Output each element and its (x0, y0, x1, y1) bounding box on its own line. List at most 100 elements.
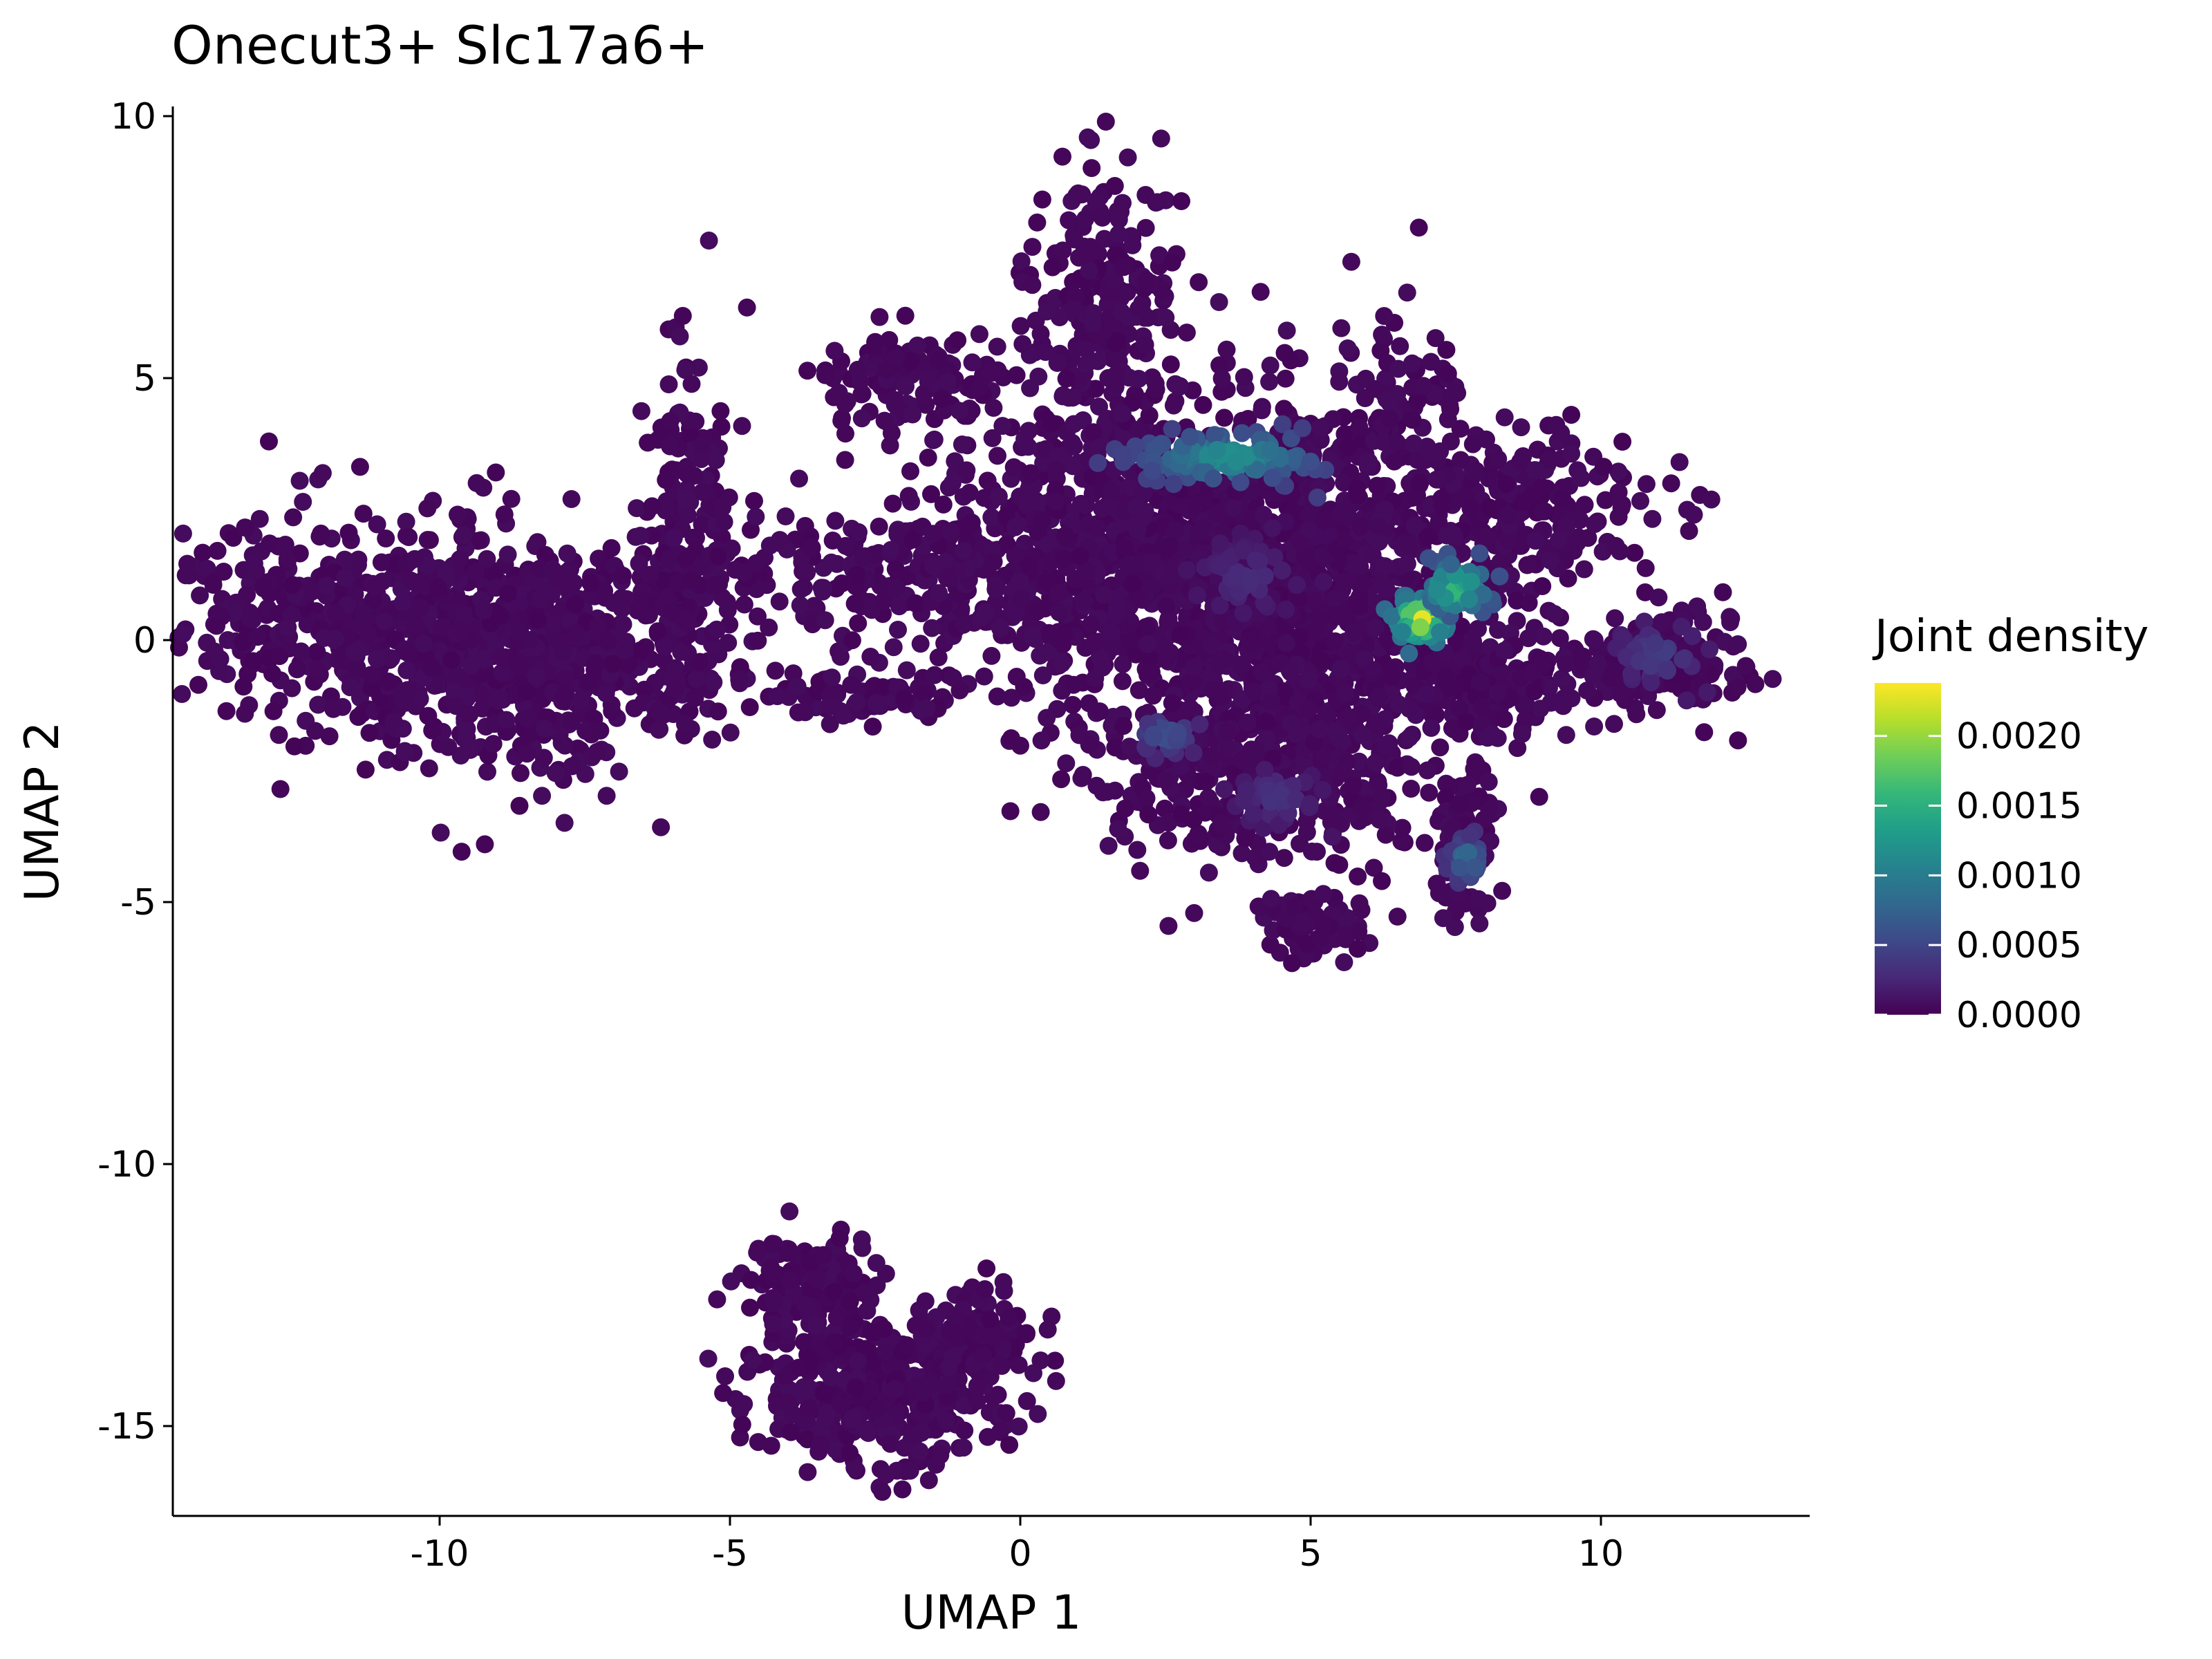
data-point (1257, 712, 1275, 731)
data-point (874, 592, 893, 610)
data-point (1680, 522, 1698, 541)
data-point (518, 744, 536, 763)
data-point (355, 604, 374, 623)
data-point (1199, 863, 1218, 882)
data-point (1215, 650, 1234, 668)
data-point (406, 550, 424, 568)
data-point (890, 597, 908, 616)
data-point (586, 654, 605, 673)
data-point (1453, 650, 1472, 668)
data-point (498, 545, 517, 564)
data-point (814, 582, 832, 601)
data-point (938, 569, 956, 588)
data-point (309, 695, 328, 714)
data-point (1130, 420, 1148, 439)
data-point (691, 576, 709, 594)
data-point (431, 823, 450, 842)
data-point (676, 361, 695, 379)
data-point (1418, 761, 1436, 780)
data-point (1333, 762, 1351, 781)
data-point (1260, 843, 1279, 861)
data-point (393, 593, 412, 612)
data-point (1474, 810, 1493, 829)
data-point (1001, 802, 1020, 821)
data-point (420, 759, 438, 778)
data-point (1063, 433, 1082, 452)
data-point (926, 666, 944, 684)
data-point (1356, 389, 1374, 407)
data-point (1143, 577, 1161, 595)
data-point (1147, 380, 1165, 399)
data-point (1286, 897, 1304, 915)
data-point (1300, 521, 1318, 540)
data-point (1254, 505, 1273, 524)
data-point (1326, 606, 1344, 624)
data-point (1077, 340, 1096, 359)
data-point (471, 685, 490, 704)
data-point (1586, 515, 1604, 534)
data-point (1099, 836, 1118, 855)
data-point (915, 685, 933, 704)
data-point (1479, 773, 1498, 791)
data-point (1022, 464, 1040, 482)
data-point (217, 702, 236, 720)
data-point (478, 550, 496, 568)
data-point (1138, 635, 1157, 653)
data-point (1075, 592, 1094, 611)
data-point (1688, 597, 1707, 616)
data-point (350, 458, 369, 476)
data-point (1113, 404, 1132, 423)
data-point (1545, 605, 1564, 624)
data-point (1594, 458, 1613, 476)
data-point (704, 577, 723, 595)
data-point (1137, 271, 1156, 290)
data-point (883, 494, 902, 513)
data-point (452, 843, 471, 861)
data-point (991, 619, 1009, 637)
data-point (1082, 159, 1101, 178)
data-point (1039, 535, 1058, 554)
data-point (628, 499, 646, 518)
data-point (1339, 438, 1358, 456)
data-point (546, 764, 565, 782)
data-point (324, 700, 343, 718)
data-point (661, 437, 679, 456)
data-point (1140, 406, 1159, 424)
data-point (1494, 710, 1513, 729)
data-point (730, 671, 749, 689)
data-point (803, 538, 821, 557)
data-point (1095, 229, 1114, 248)
data-point (988, 687, 1006, 706)
data-point (1210, 293, 1228, 311)
data-point (1036, 343, 1055, 362)
data-point (766, 662, 785, 680)
data-point (1511, 453, 1530, 471)
data-point (1109, 225, 1128, 243)
data-point (677, 465, 696, 483)
data-point (1113, 672, 1132, 691)
data-point (706, 451, 725, 469)
data-point (911, 635, 930, 653)
data-point (400, 528, 418, 546)
data-point (1372, 787, 1391, 806)
data-point (354, 505, 373, 523)
data-point (326, 603, 345, 622)
data-point (1378, 630, 1396, 649)
data-point (491, 648, 509, 666)
data-point (919, 368, 937, 387)
data-point (1414, 377, 1433, 395)
data-point (536, 545, 554, 564)
data-point (678, 615, 697, 632)
data-point (848, 360, 867, 379)
data-point (377, 529, 395, 547)
data-point (402, 571, 420, 590)
data-point (1363, 545, 1382, 564)
data-point (1116, 538, 1134, 556)
data-point (254, 577, 272, 596)
data-point (1121, 632, 1139, 650)
data-point (897, 661, 916, 679)
data-point (888, 579, 906, 598)
data-point (1374, 433, 1393, 451)
data-point (397, 661, 416, 679)
data-point (1367, 619, 1385, 637)
